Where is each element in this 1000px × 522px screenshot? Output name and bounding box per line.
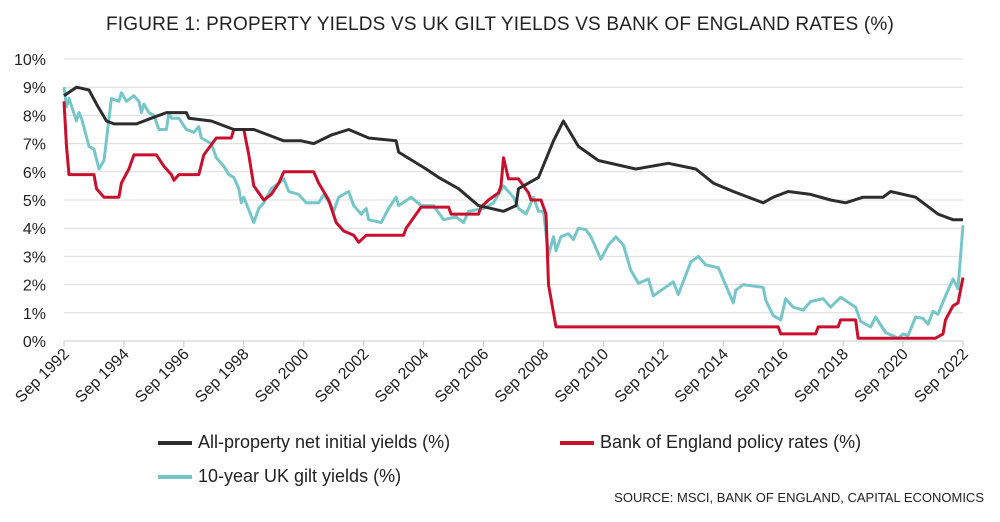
x-tick-label: Sep 2016 bbox=[732, 346, 793, 407]
x-tick-label: Sep 2010 bbox=[552, 346, 613, 407]
y-tick-label: 9% bbox=[23, 80, 46, 97]
x-tick-label: Sep 2018 bbox=[791, 346, 852, 407]
legend-item-property: All-property net initial yields (%) bbox=[158, 432, 450, 453]
y-tick-label: 0% bbox=[23, 334, 46, 351]
y-tick-label: 8% bbox=[23, 108, 46, 125]
legend-swatch-gilt bbox=[158, 474, 192, 479]
source-note: SOURCE: MSCI, BANK OF ENGLAND, CAPITAL E… bbox=[614, 490, 984, 505]
series-line-property bbox=[63, 85, 963, 222]
legend-label-property: All-property net initial yields (%) bbox=[198, 432, 451, 452]
x-tick-label: Sep 1992 bbox=[12, 346, 73, 407]
y-tick-label: 1% bbox=[23, 306, 46, 323]
x-tick-label: Sep 1996 bbox=[132, 346, 193, 407]
y-tick-label: 6% bbox=[23, 165, 46, 182]
x-tick-label: Sep 2020 bbox=[851, 346, 912, 407]
legend-label-gilt: 10-year UK gilt yields (%) bbox=[198, 466, 402, 486]
x-tick-label: Sep 2000 bbox=[252, 346, 313, 407]
chart-title: FIGURE 1: PROPERTY YIELDS VS UK GILT YIE… bbox=[106, 14, 894, 35]
x-tick-label: Sep 2014 bbox=[672, 346, 733, 407]
legend-item-bank-rate: Bank of England policy rates (%) bbox=[560, 432, 861, 453]
x-tick-label: Sep 2006 bbox=[432, 346, 493, 407]
y-tick-label: 4% bbox=[23, 221, 46, 238]
legend-swatch-bank-rate bbox=[560, 440, 594, 445]
x-tick-label: Sep 2022 bbox=[911, 346, 972, 407]
x-tick-label: Sep 2002 bbox=[312, 346, 373, 407]
x-tick-label: Sep 2012 bbox=[612, 346, 673, 407]
x-tick-label: Sep 1994 bbox=[72, 346, 133, 407]
x-tick-label: Sep 2004 bbox=[372, 346, 433, 407]
y-tick-label: 5% bbox=[23, 193, 46, 210]
y-tick-label: 2% bbox=[23, 278, 46, 295]
x-tick-label: Sep 2008 bbox=[492, 346, 553, 407]
legend-item-gilt: 10-year UK gilt yields (%) bbox=[158, 466, 401, 487]
legend-label-bank-rate: Bank of England policy rates (%) bbox=[600, 432, 862, 452]
x-tick-label: Sep 1998 bbox=[192, 346, 253, 407]
series-line-bank-rate bbox=[62, 101, 965, 340]
y-tick-label: 3% bbox=[23, 249, 46, 266]
line-chart: 0%1%2%3%4%5%6%7%8%9%10%Sep 1992 Sep 1994 S… bbox=[12, 52, 972, 407]
legend-swatch-property bbox=[158, 440, 192, 445]
series-line-gilt bbox=[62, 87, 965, 340]
y-tick-label: 7% bbox=[23, 137, 46, 154]
y-tick-label: 10% bbox=[14, 52, 46, 69]
